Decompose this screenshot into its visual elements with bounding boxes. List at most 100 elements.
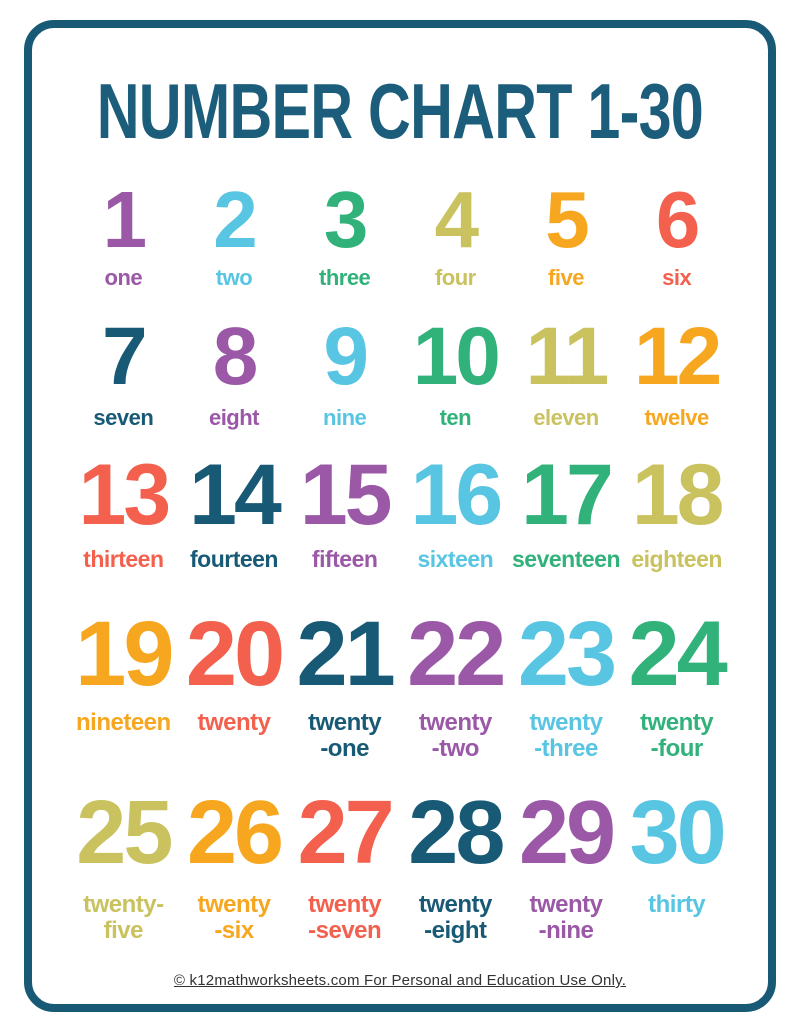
number-cell-11: 11 eleven — [511, 316, 622, 430]
number-word-27: twenty -seven — [289, 891, 400, 945]
number-digit-12: 12 — [634, 311, 722, 402]
number-cell-24: 24 twenty -four — [621, 608, 732, 763]
number-digit-17: 17 — [521, 447, 614, 543]
number-word-29: twenty -nine — [511, 891, 622, 945]
number-cell-26: 26 twenty -six — [179, 788, 290, 945]
word-line-2: -eight — [424, 917, 487, 945]
number-digit-29: 29 — [518, 783, 616, 883]
number-word-12: twelve — [621, 405, 732, 430]
number-word-8: eight — [179, 405, 290, 430]
word-line-1: twenty — [529, 891, 603, 918]
number-digit-9: 9 — [323, 311, 369, 402]
number-word-5: five — [511, 265, 622, 290]
number-word-4: four — [400, 265, 511, 290]
number-word-13: thirteen — [68, 546, 179, 572]
number-word-19: nineteen — [68, 709, 179, 736]
word-line-1: twenty — [197, 891, 271, 918]
number-cell-12: 12 twelve — [621, 316, 732, 430]
number-digit-4: 4 — [434, 175, 479, 264]
number-cell-6: 6 six — [621, 180, 732, 290]
word-line-1: twenty — [197, 709, 271, 736]
number-digit-14: 14 — [189, 447, 282, 543]
number-word-9: nine — [289, 405, 400, 430]
number-word-28: twenty -eight — [400, 891, 511, 945]
number-digit-25: 25 — [76, 783, 173, 883]
number-word-2: two — [179, 265, 290, 290]
number-word-24: twenty -four — [621, 709, 732, 763]
word-line-1: twenty — [308, 891, 382, 918]
number-word-26: twenty -six — [179, 891, 290, 945]
number-word-6: six — [621, 265, 732, 290]
page-title: NUMBER CHART 1-30 — [0, 72, 800, 150]
word-line-1: twenty — [308, 709, 382, 736]
number-row-2: 7 seven 8 eight 9 nine 10 ten 11 eleven … — [68, 316, 732, 430]
number-digit-22: 22 — [407, 603, 506, 705]
word-line-2: -four — [650, 735, 704, 763]
footer: © k12mathworksheets.com For Personal and… — [0, 972, 800, 990]
number-cell-2: 2 two — [179, 180, 290, 290]
page-title-text: NUMBER CHART 1-30 — [96, 67, 704, 155]
word-line-1: four — [434, 265, 476, 290]
number-cell-3: 3 three — [289, 180, 400, 290]
number-word-23: twenty -three — [511, 709, 622, 763]
number-digit-10: 10 — [412, 311, 501, 402]
word-line-1: seven — [93, 405, 154, 430]
number-cell-15: 15 fifteen — [289, 452, 400, 572]
number-cell-30: 30 thirty — [621, 788, 732, 945]
number-cell-29: 29 twenty -nine — [511, 788, 622, 945]
number-word-21: twenty -one — [289, 709, 400, 763]
number-cell-17: 17 seventeen — [511, 452, 622, 572]
number-digit-3: 3 — [323, 175, 368, 264]
number-cell-20: 20 twenty — [179, 608, 290, 763]
number-digit-21: 21 — [296, 603, 395, 705]
number-digit-13: 13 — [78, 447, 171, 543]
footer-credit-link[interactable]: © k12mathworksheets.com For Personal and… — [173, 972, 627, 989]
word-line-2: -seven — [308, 917, 382, 945]
word-line-2: -nine — [538, 917, 594, 945]
word-line-1: twenty — [529, 709, 603, 736]
number-digit-6: 6 — [655, 175, 700, 264]
number-cell-14: 14 fourteen — [179, 452, 290, 572]
number-digit-23: 23 — [517, 603, 617, 705]
number-digit-15: 15 — [299, 447, 393, 543]
number-word-1: one — [68, 265, 179, 290]
number-word-10: ten — [400, 405, 511, 430]
number-word-7: seven — [68, 405, 179, 430]
word-line-1: twelve — [644, 405, 710, 430]
number-digit-30: 30 — [629, 783, 727, 883]
number-digit-18: 18 — [631, 447, 725, 543]
number-cell-10: 10 ten — [400, 316, 511, 430]
word-line-2: -two — [431, 735, 480, 763]
number-digit-19: 19 — [75, 603, 174, 705]
number-row-4: 19 nineteen 20 twenty 21 twenty -one 22 t… — [68, 608, 732, 763]
number-cell-1: 1 one — [68, 180, 179, 290]
number-word-20: twenty — [179, 709, 290, 736]
number-cell-13: 13 thirteen — [68, 452, 179, 572]
word-line-1: six — [662, 265, 692, 290]
word-line-1: thirty — [648, 891, 706, 918]
number-word-17: seventeen — [511, 546, 622, 572]
word-line-1: eleven — [533, 405, 599, 430]
number-digit-16: 16 — [410, 447, 503, 543]
number-cell-7: 7 seven — [68, 316, 179, 430]
word-line-1: seventeen — [511, 546, 621, 572]
number-row-5: 25 twenty-five 26 twenty -six 27 twenty -s… — [68, 788, 732, 945]
word-line-2: -one — [320, 735, 369, 763]
number-row-3: 13 thirteen 14 fourteen 15 fifteen 16 si… — [68, 452, 732, 572]
number-cell-4: 4 four — [400, 180, 511, 290]
number-cell-19: 19 nineteen — [68, 608, 179, 763]
word-line-2: five — [103, 917, 144, 945]
word-line-1: twenty — [640, 709, 714, 736]
number-word-15: fifteen — [289, 546, 400, 572]
number-digit-26: 26 — [186, 783, 284, 883]
word-line-1: twenty — [418, 709, 493, 736]
word-line-1: nine — [323, 405, 367, 430]
number-cell-9: 9 nine — [289, 316, 400, 430]
number-word-22: twenty -two — [400, 709, 511, 763]
word-line-1: ten — [439, 405, 472, 430]
number-word-3: three — [289, 265, 400, 290]
number-digit-24: 24 — [628, 603, 727, 705]
word-line-2: -six — [214, 917, 254, 945]
number-word-25: twenty-five — [68, 891, 179, 945]
number-digit-27: 27 — [297, 783, 395, 883]
